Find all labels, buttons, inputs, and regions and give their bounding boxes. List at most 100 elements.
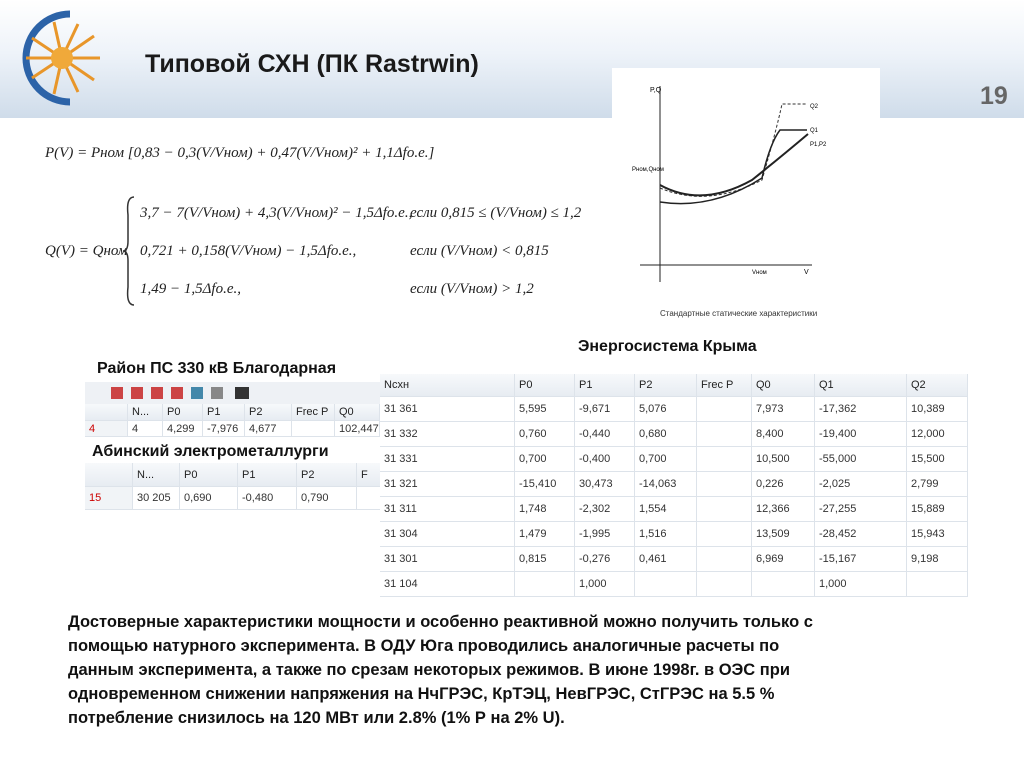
- table-cell: 31 304: [380, 522, 515, 547]
- table-cell: 0,700: [515, 447, 575, 472]
- table-cell: -27,255: [815, 497, 907, 522]
- table-cell: 6,969: [752, 547, 815, 572]
- toolbar-icon[interactable]: [111, 387, 123, 399]
- table-cell: 31 321: [380, 472, 515, 497]
- table-cell: 15,500: [907, 447, 968, 472]
- text-line: Достоверные характеристики мощности и ос…: [68, 613, 813, 631]
- table-cell: 4,299: [163, 421, 203, 437]
- body-text: Достоверные характеристики мощности и ос…: [68, 610, 813, 730]
- page-number: 19: [980, 82, 1008, 110]
- table-cell: [697, 472, 752, 497]
- curve-label: Q2: [810, 104, 819, 110]
- column-header[interactable]: P0: [180, 463, 238, 487]
- table-cell: -7,976: [203, 421, 245, 437]
- table-cell: 2,799: [907, 472, 968, 497]
- toolbar-icon[interactable]: [191, 387, 203, 399]
- formula-q-case: 1,49 − 1,5Δfо.е.,: [140, 281, 242, 297]
- table-cell: 31 361: [380, 397, 515, 422]
- abinsky-label: Абинский электрометаллурги: [92, 443, 329, 460]
- table-cell: [697, 522, 752, 547]
- column-header[interactable]: N...: [133, 463, 180, 487]
- graph-y-mark: Pном,Qном: [632, 167, 664, 173]
- table-cell: 0,680: [635, 422, 697, 447]
- table-cell: -0,400: [575, 447, 635, 472]
- table-cell: 0,790: [297, 487, 357, 510]
- table-cell: -28,452: [815, 522, 907, 547]
- toolbar-icon[interactable]: [235, 387, 249, 399]
- data-table: Nсхн P0 P1 P2 Frec P Q0 Q1 Q2 31 361 5,595 -9,671 5…: [380, 374, 968, 597]
- graph-y-label: P,Q: [650, 87, 662, 94]
- table-cell: 4: [128, 421, 163, 437]
- table-cell: [635, 572, 697, 597]
- logo: [22, 10, 100, 106]
- slide-title: Типовой СХН (ПК Rastrwin): [145, 50, 479, 78]
- column-header[interactable]: P1: [203, 404, 245, 421]
- table-cell: 15,943: [907, 522, 968, 547]
- toolbar-icon[interactable]: [171, 387, 183, 399]
- table-cell: 15,889: [907, 497, 968, 522]
- table-cell: 1,000: [815, 572, 907, 597]
- table-cell: [515, 572, 575, 597]
- formula-q-case: 3,7 − 7(V/Vном) + 4,3(V/Vном)² − 1,5Δfо.…: [140, 205, 413, 221]
- column-header[interactable]: Frec P: [697, 374, 752, 397]
- logo-sun: [51, 47, 73, 69]
- corner-cell: [85, 404, 128, 421]
- column-header[interactable]: P0: [515, 374, 575, 397]
- table-cell: 1,516: [635, 522, 697, 547]
- row-header: 15: [85, 487, 133, 510]
- toolbar-icon[interactable]: [151, 387, 163, 399]
- table-cell: [697, 497, 752, 522]
- table-cell: 7,973: [752, 397, 815, 422]
- table-cell: 31 311: [380, 497, 515, 522]
- column-header[interactable]: Q1: [815, 374, 907, 397]
- table-cell: 0,700: [635, 447, 697, 472]
- text-line: одновременном снижении напряжения на НчГ…: [68, 685, 775, 703]
- table-cell: -55,000: [815, 447, 907, 472]
- table-cell: 0,760: [515, 422, 575, 447]
- graph-x-label: V: [804, 269, 809, 276]
- table-cell: 102,447: [335, 421, 380, 437]
- table-cell: [697, 397, 752, 422]
- toolbar-icon[interactable]: [211, 387, 223, 399]
- curve-p: [659, 133, 809, 197]
- table-cell: 31 301: [380, 547, 515, 572]
- table-cell: 31 332: [380, 422, 515, 447]
- table-cell: -15,410: [515, 472, 575, 497]
- table-cell: 5,595: [515, 397, 575, 422]
- table-cell: 1,748: [515, 497, 575, 522]
- table-cell: 8,400: [752, 422, 815, 447]
- row-header: 4: [85, 421, 128, 437]
- text-line: данным эксперимента, а также по срезам н…: [68, 661, 790, 679]
- table-cell: 9,198: [907, 547, 968, 572]
- table-cell: 30,473: [575, 472, 635, 497]
- table-cell: [752, 572, 815, 597]
- table-cell: 0,226: [752, 472, 815, 497]
- column-header[interactable]: P2: [297, 463, 357, 487]
- column-header[interactable]: P2: [635, 374, 697, 397]
- table-cell: 31 331: [380, 447, 515, 472]
- column-header[interactable]: Nсхн: [380, 374, 515, 397]
- column-header[interactable]: Q0: [335, 404, 380, 421]
- column-header[interactable]: P1: [238, 463, 297, 487]
- column-header[interactable]: Frec P: [292, 404, 335, 421]
- column-header[interactable]: Q2: [907, 374, 968, 397]
- table-cell: -9,671: [575, 397, 635, 422]
- column-header[interactable]: P2: [245, 404, 292, 421]
- curve-label: Q1: [810, 128, 819, 134]
- toolbar-icon[interactable]: [131, 387, 143, 399]
- brace: [122, 196, 135, 306]
- column-header[interactable]: P0: [163, 404, 203, 421]
- table-cell: -17,362: [815, 397, 907, 422]
- column-header[interactable]: Q0: [752, 374, 815, 397]
- text-line: потребление снизилось на 120 МВт или 2.8…: [68, 709, 565, 727]
- column-header[interactable]: P1: [575, 374, 635, 397]
- column-header[interactable]: N...: [128, 404, 163, 421]
- table-cell: 13,509: [752, 522, 815, 547]
- text-line: помощью натурного эксперимента. В ОДУ Юг…: [68, 637, 780, 655]
- table-cell: -0,440: [575, 422, 635, 447]
- formula-q-cond: если 0,815 ≤ (V/Vном) ≤ 1,2: [410, 205, 582, 221]
- formula-q-cond: если (V/Vном) < 0,815: [410, 243, 549, 259]
- formula-q-lhs: Q(V) = Qном: [45, 243, 128, 259]
- data-table: N... P0 P1 P2 F 15 30 205 0,690 -0,480 0,790: [85, 463, 397, 510]
